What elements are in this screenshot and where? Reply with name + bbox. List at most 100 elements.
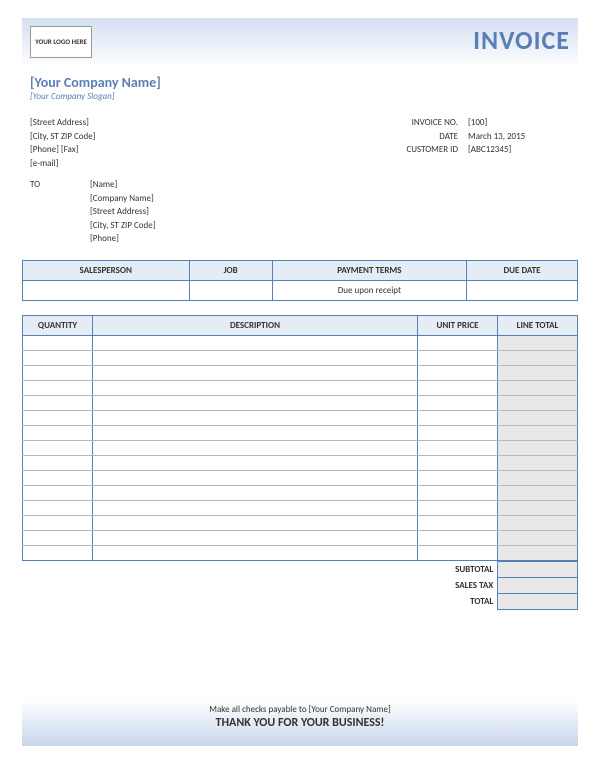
cell-line-total	[498, 470, 578, 485]
cell-line-total	[498, 395, 578, 410]
footer-thankyou: THANK YOU FOR YOUR BUSINESS!	[22, 716, 578, 730]
totals-table: SUBTOTAL SALES TAX TOTAL	[378, 561, 578, 610]
from-address: [Street Address] [City, ST ZIP Code] [Ph…	[30, 116, 378, 170]
col-line-total: LINE TOTAL	[498, 315, 578, 335]
cell-qty	[23, 485, 93, 500]
cell-unit	[418, 470, 498, 485]
tax-label: SALES TAX	[378, 577, 498, 593]
footer: Make all checks payable to [Your Company…	[22, 700, 578, 746]
table-row	[23, 380, 578, 395]
cell-unit	[418, 350, 498, 365]
cell-qty	[23, 410, 93, 425]
cell-desc	[93, 410, 418, 425]
col-payment-terms: PAYMENT TERMS	[272, 260, 466, 280]
cell-unit	[418, 335, 498, 350]
cell-line-total	[498, 425, 578, 440]
val-payment-terms: Due upon receipt	[272, 280, 466, 300]
order-meta-table: SALESPERSON JOB PAYMENT TERMS DUE DATE D…	[22, 260, 578, 301]
company-name: [Your Company Name]	[30, 74, 578, 91]
from-street: [Street Address]	[30, 116, 378, 130]
cell-line-total	[498, 380, 578, 395]
cell-line-total	[498, 515, 578, 530]
col-job: JOB	[189, 260, 272, 280]
col-salesperson: SALESPERSON	[23, 260, 190, 280]
info-row: [Street Address] [City, ST ZIP Code] [Ph…	[30, 116, 578, 170]
cell-qty	[23, 425, 93, 440]
cell-unit	[418, 380, 498, 395]
cell-qty	[23, 350, 93, 365]
cell-qty	[23, 515, 93, 530]
cell-line-total	[498, 335, 578, 350]
cell-line-total	[498, 530, 578, 545]
cell-desc	[93, 425, 418, 440]
table-row	[23, 545, 578, 560]
from-city: [City, ST ZIP Code]	[30, 130, 378, 144]
cell-unit	[418, 455, 498, 470]
customer-id-value: [ABC12345]	[468, 143, 511, 157]
cell-desc	[93, 485, 418, 500]
cell-qty	[23, 440, 93, 455]
cell-desc	[93, 500, 418, 515]
to-phone: [Phone]	[90, 232, 156, 246]
cell-line-total	[498, 545, 578, 560]
table-row	[23, 530, 578, 545]
cell-desc	[93, 470, 418, 485]
to-block: TO [Name] [Company Name] [Street Address…	[30, 178, 578, 246]
footer-payable: Make all checks payable to [Your Company…	[22, 704, 578, 715]
cell-line-total	[498, 410, 578, 425]
cell-qty	[23, 500, 93, 515]
cell-line-total	[498, 455, 578, 470]
subtotal-value	[498, 561, 578, 577]
val-job	[189, 280, 272, 300]
table-row	[23, 335, 578, 350]
cell-unit	[418, 365, 498, 380]
cell-desc	[93, 530, 418, 545]
cell-line-total	[498, 350, 578, 365]
cell-unit	[418, 545, 498, 560]
items-table: QUANTITY DESCRIPTION UNIT PRICE LINE TOT…	[22, 315, 578, 561]
logo-placeholder: YOUR LOGO HERE	[30, 26, 92, 58]
header-gradient: YOUR LOGO HERE INVOICE	[22, 18, 578, 68]
to-street: [Street Address]	[90, 205, 156, 219]
to-name: [Name]	[90, 178, 156, 192]
cell-unit	[418, 485, 498, 500]
cell-unit	[418, 515, 498, 530]
table-row	[23, 455, 578, 470]
company-slogan: [Your Company Slogan]	[30, 91, 578, 102]
cell-desc	[93, 545, 418, 560]
cell-qty	[23, 470, 93, 485]
table-row	[23, 410, 578, 425]
table-row	[23, 500, 578, 515]
tax-value	[498, 577, 578, 593]
cell-desc	[93, 335, 418, 350]
total-value	[498, 593, 578, 609]
customer-id-label: CUSTOMER ID	[378, 143, 468, 157]
cell-unit	[418, 440, 498, 455]
cell-qty	[23, 380, 93, 395]
col-due-date: DUE DATE	[467, 260, 578, 280]
table-row	[23, 515, 578, 530]
val-due-date	[467, 280, 578, 300]
invoice-no-label: INVOICE NO.	[378, 116, 468, 130]
cell-qty	[23, 455, 93, 470]
cell-qty	[23, 365, 93, 380]
cell-unit	[418, 395, 498, 410]
table-row	[23, 440, 578, 455]
invoice-title: INVOICE	[473, 24, 570, 56]
from-email: [e-mail]	[30, 157, 378, 171]
to-details: [Name] [Company Name] [Street Address] […	[90, 178, 156, 246]
date-value: March 13, 2015	[468, 130, 525, 144]
subtotal-label: SUBTOTAL	[378, 561, 498, 577]
to-label: TO	[30, 178, 90, 246]
invoice-meta: INVOICE NO. [100] DATE March 13, 2015 CU…	[378, 116, 578, 170]
cell-unit	[418, 425, 498, 440]
val-salesperson	[23, 280, 190, 300]
cell-line-total	[498, 440, 578, 455]
cell-desc	[93, 365, 418, 380]
col-quantity: QUANTITY	[23, 315, 93, 335]
table-row	[23, 485, 578, 500]
cell-desc	[93, 380, 418, 395]
cell-qty	[23, 335, 93, 350]
col-unit-price: UNIT PRICE	[418, 315, 498, 335]
cell-qty	[23, 530, 93, 545]
